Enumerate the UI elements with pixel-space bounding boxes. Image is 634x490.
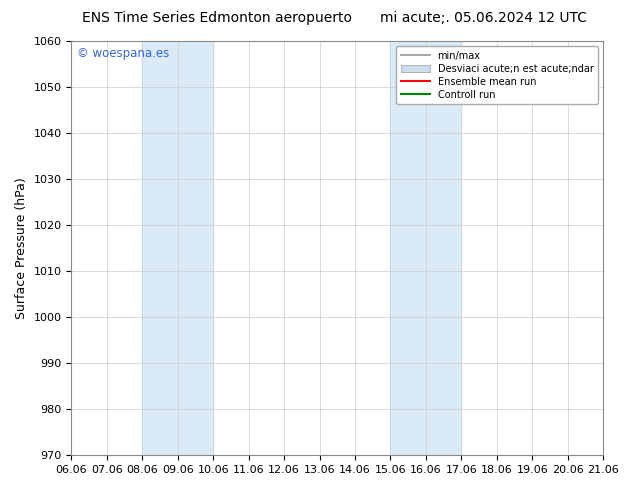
Text: ENS Time Series Edmonton aeropuerto: ENS Time Series Edmonton aeropuerto — [82, 11, 353, 25]
Y-axis label: Surface Pressure (hPa): Surface Pressure (hPa) — [15, 177, 28, 319]
Text: mi acute;. 05.06.2024 12 UTC: mi acute;. 05.06.2024 12 UTC — [380, 11, 587, 25]
Bar — [391, 41, 462, 455]
Text: © woespana.es: © woespana.es — [77, 47, 169, 60]
Bar — [142, 41, 213, 455]
Legend: min/max, Desviaci acute;n est acute;ndar, Ensemble mean run, Controll run: min/max, Desviaci acute;n est acute;ndar… — [396, 46, 598, 104]
